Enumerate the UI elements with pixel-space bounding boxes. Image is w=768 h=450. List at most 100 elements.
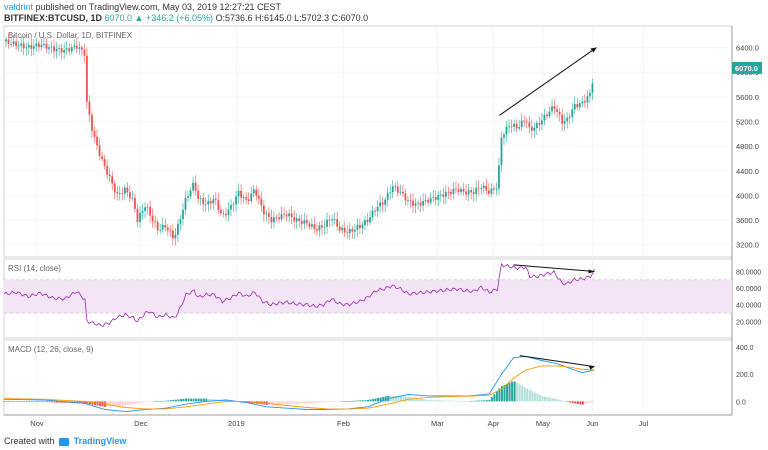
macd-histogram-bar: [356, 400, 359, 402]
macd-histogram-bar: [493, 394, 496, 402]
candle-body: [257, 195, 260, 199]
macd-histogram-bar: [78, 401, 81, 404]
macd-histogram-bar: [270, 401, 273, 405]
candle-body: [12, 41, 15, 45]
macd-histogram-bar: [576, 401, 579, 405]
macd-histogram-bar: [374, 398, 377, 402]
candle-body: [586, 96, 589, 103]
candle-body: [561, 114, 564, 124]
macd-histogram-bar: [574, 401, 577, 404]
rsi-tick-label: 60.0000: [736, 286, 761, 293]
macd-histogram-bar: [301, 401, 304, 404]
candle-body: [401, 191, 404, 194]
macd-histogram-bar: [197, 398, 200, 402]
candle-body: [118, 193, 121, 195]
macd-histogram-bar: [106, 401, 109, 407]
macd-histogram-bar: [447, 400, 450, 402]
macd-histogram-bar: [523, 387, 526, 402]
candle-body: [278, 217, 280, 220]
macd-tick-label: 400.0: [736, 345, 754, 352]
candle-body: [583, 101, 586, 103]
candle-body: [467, 190, 470, 195]
x-tick-label: Jun: [586, 419, 598, 428]
rsi-line: [3, 262, 595, 327]
author-link[interactable]: valdrint: [4, 2, 34, 12]
macd-histogram-bar: [498, 388, 501, 402]
candle-body: [177, 223, 179, 235]
candle-body: [434, 197, 437, 200]
candle-body: [103, 159, 106, 166]
macd-histogram-bar: [379, 397, 382, 402]
macd-histogram-bar: [437, 400, 440, 402]
macd-histogram-bar: [339, 401, 342, 402]
candle-body: [111, 176, 114, 184]
macd-histogram-bar: [341, 401, 344, 402]
candle-body: [477, 187, 480, 189]
macd-histogram-bar: [316, 401, 319, 403]
macd-histogram-bar: [202, 398, 205, 402]
candle-body: [573, 104, 576, 110]
macd-histogram-bar: [531, 391, 534, 402]
candle-body: [439, 194, 442, 196]
macd-histogram-bar: [440, 400, 443, 402]
candle-body: [391, 186, 394, 193]
candle-body: [149, 206, 152, 216]
candle-body: [523, 120, 526, 122]
macd-histogram-bar: [207, 398, 210, 402]
macd-histogram-bar: [526, 388, 529, 402]
macd-histogram-bar: [533, 392, 536, 402]
candle-body: [123, 187, 126, 194]
candle-body: [427, 199, 430, 203]
candle-body: [563, 121, 566, 124]
macd-histogram-bar: [56, 401, 59, 403]
candle-body: [22, 43, 25, 49]
candle-body: [93, 131, 96, 137]
candle-body: [169, 230, 172, 232]
macd-histogram-bar: [185, 398, 187, 402]
candle-body: [533, 127, 536, 131]
candle-body: [409, 200, 412, 202]
candle-body: [543, 114, 546, 121]
candle-body: [465, 191, 467, 195]
candle-body: [161, 224, 164, 230]
macd-histogram-bar: [149, 401, 152, 402]
macd-histogram-bar: [495, 391, 498, 402]
macd-histogram-bar: [564, 401, 567, 402]
candle-body: [199, 198, 202, 199]
candle-body: [159, 229, 162, 231]
macd-histogram-bar: [367, 400, 369, 402]
macd-histogram-bar: [321, 401, 324, 403]
macd-histogram-bar: [278, 401, 281, 405]
tradingview-brand[interactable]: TradingView: [73, 436, 127, 446]
macd-histogram-bar: [450, 400, 453, 402]
macd-histogram-bar: [394, 396, 397, 402]
macd-histogram-bar: [212, 399, 215, 402]
candle-body: [591, 83, 594, 93]
candle-body: [341, 227, 344, 231]
macd-histogram-bar: [589, 401, 592, 403]
macd-histogram-bar: [51, 401, 54, 403]
macd-histogram-bar: [538, 394, 541, 402]
candle-body: [48, 47, 50, 49]
macd-trend-arrowhead: [588, 365, 595, 370]
macd-histogram-bar: [470, 400, 473, 402]
x-tick-label: Apr: [488, 419, 500, 428]
macd-histogram-bar: [483, 400, 486, 402]
candle-body: [485, 185, 488, 191]
candle-body: [295, 218, 298, 222]
candle-body: [17, 45, 20, 47]
candle-body: [462, 188, 465, 192]
macd-histogram-bar: [318, 401, 321, 403]
macd-histogram-bar: [276, 401, 278, 405]
candle-body: [374, 210, 376, 212]
candle-body: [156, 222, 159, 231]
macd-histogram-bar: [20, 401, 23, 403]
macd-histogram-bar: [134, 401, 137, 404]
candle-body: [321, 225, 323, 228]
candle-body: [490, 188, 493, 194]
candle-body: [316, 228, 318, 231]
candle-body: [326, 219, 328, 227]
candle-body: [333, 219, 336, 220]
candle-body: [356, 225, 359, 230]
